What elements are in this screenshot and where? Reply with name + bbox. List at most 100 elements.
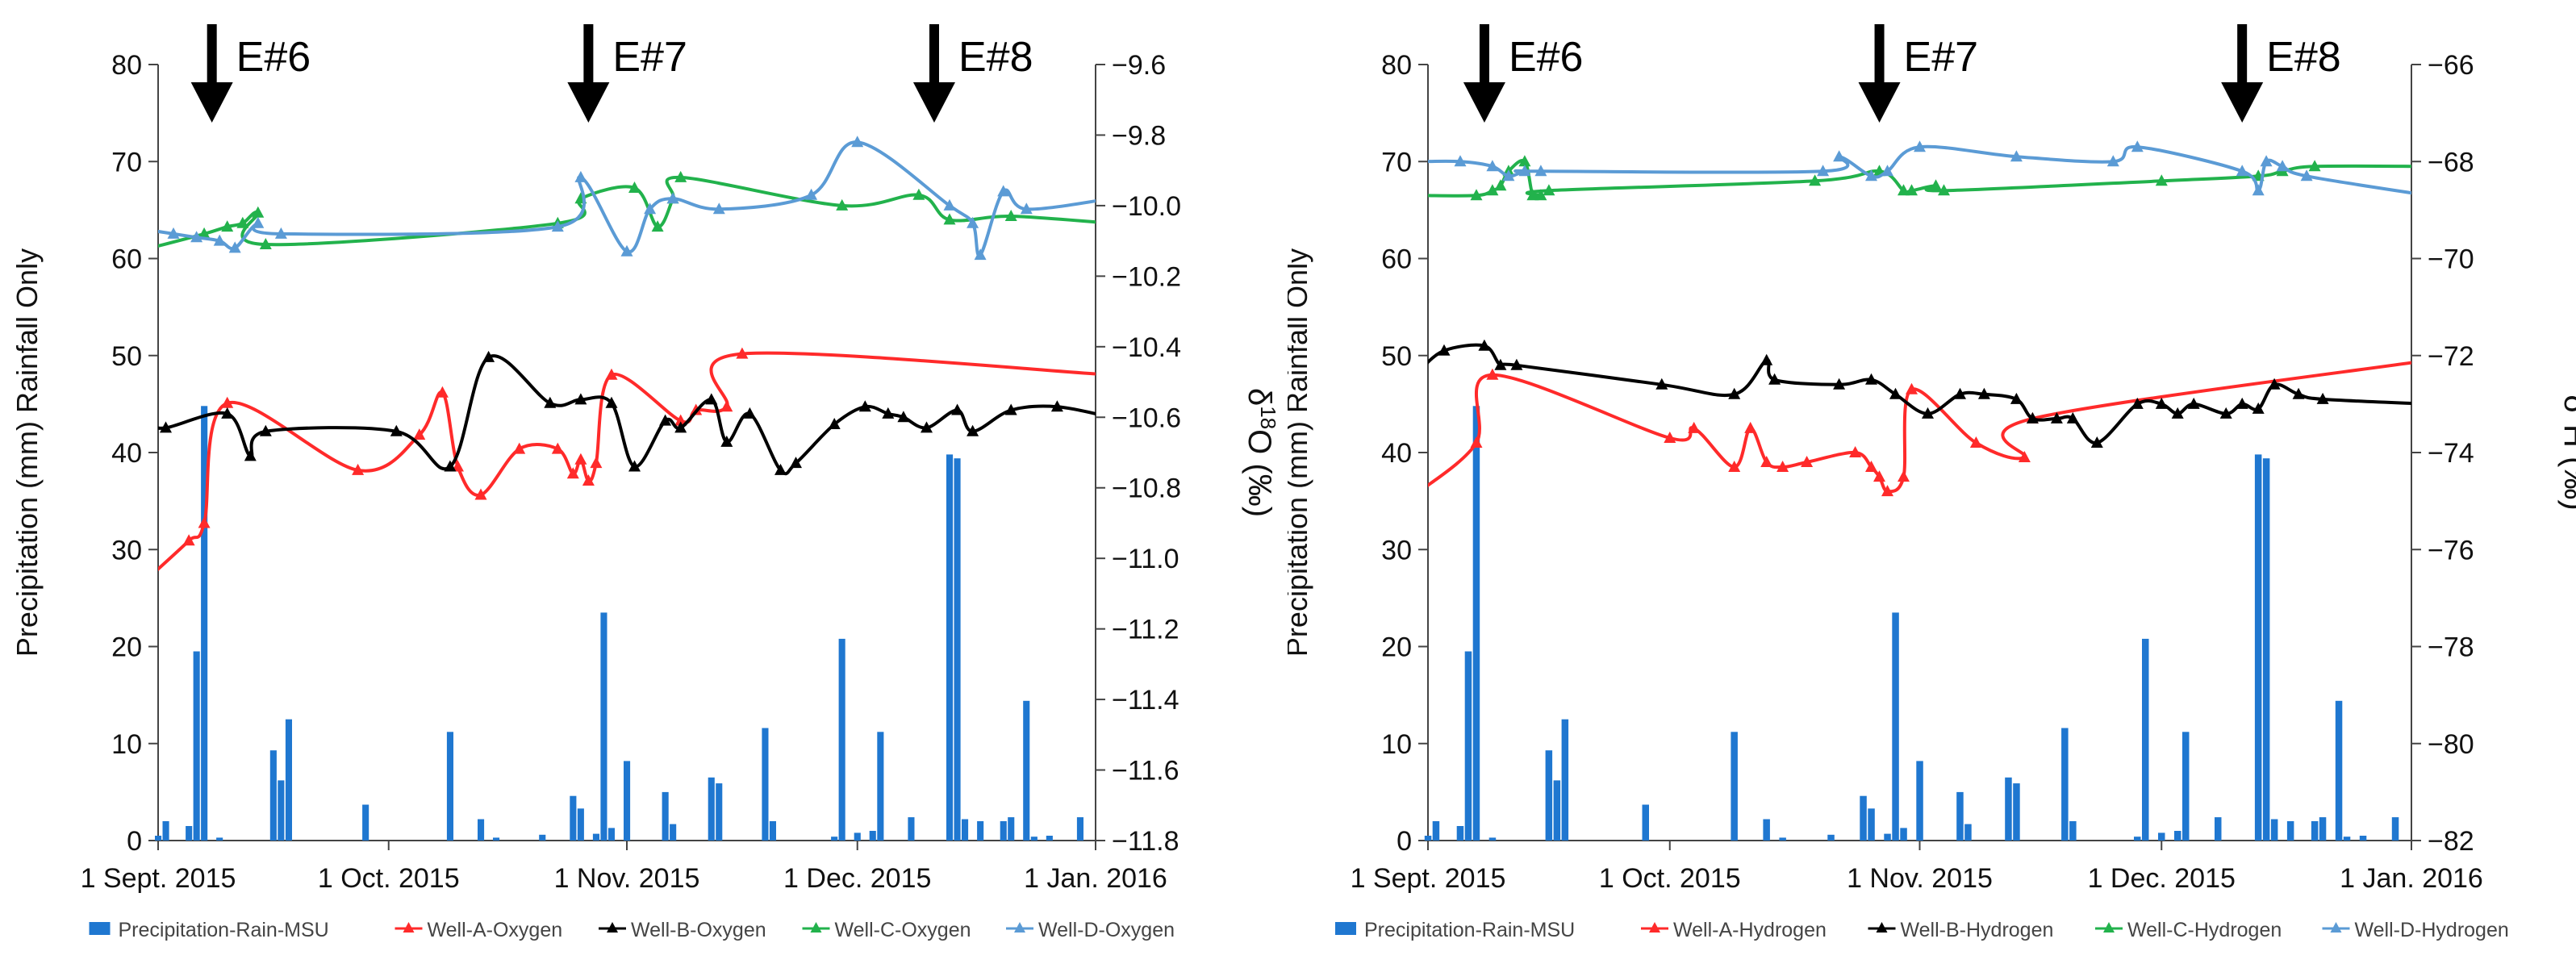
precipitation-bar — [269, 750, 277, 841]
right-tick-label: −66 — [2428, 50, 2474, 81]
series-marker — [2236, 397, 2248, 409]
right-tick-label: −9.8 — [1112, 120, 1166, 151]
legend-label: Well-A-Oxygen — [428, 919, 563, 941]
series-marker — [1801, 456, 1814, 467]
precipitation-bar — [954, 458, 961, 841]
precipitation-bars — [155, 406, 1083, 841]
legend-marker — [810, 922, 822, 933]
series-marker — [2131, 140, 2144, 152]
left-tick-label: 40 — [111, 438, 142, 469]
x-tick-label: 1 Jan. 2016 — [1024, 863, 1167, 894]
legend: Precipitation-Rain-MSU Well-A-Hydrogen Wel… — [1335, 919, 2509, 941]
series-marker — [2300, 169, 2313, 182]
oxygen-isotope-chart: 0 10 20 30 40 50 60 70 80 −11.8 −11.6 −11.4 −11.2 −11… — [10, 24, 1280, 941]
series-marker — [1510, 358, 1523, 370]
left-tick-label: 80 — [1381, 50, 1412, 81]
series-marker — [790, 457, 802, 469]
series-marker — [1873, 470, 1885, 482]
precipitation-bar — [1000, 821, 1007, 841]
series-marker — [974, 248, 987, 261]
event-label: E#8 — [958, 34, 1033, 81]
series-marker — [774, 463, 787, 475]
precipitation-bar — [1076, 817, 1083, 841]
legend-item: Well-D-Oxygen — [1006, 919, 1175, 941]
precipitation-bar — [592, 833, 599, 841]
series-marker — [1833, 150, 1846, 162]
series-marker — [182, 534, 195, 546]
series-marker — [2260, 155, 2273, 167]
precipitation-bar — [2182, 732, 2190, 841]
series-marker — [1486, 160, 1499, 172]
legend-marker — [1876, 922, 1888, 933]
series-marker — [705, 393, 718, 405]
right-tick-label: −11.6 — [1112, 756, 1179, 786]
legend-marker — [2330, 922, 2342, 933]
x-tick-label: 1 Oct. 2015 — [318, 863, 460, 894]
series-marker — [452, 460, 464, 472]
event-markers: E#6 E#7 E#8 — [190, 24, 1033, 123]
precipitation-bars — [1424, 406, 2399, 841]
series-marker — [1004, 403, 1017, 415]
series-marker — [2252, 184, 2265, 196]
right-axis-title: δ2H (‰) — [2557, 394, 2576, 510]
precipitation-bar — [769, 821, 776, 841]
series-marker — [1486, 184, 1499, 196]
series-marker — [674, 170, 687, 182]
series-line — [158, 354, 1096, 476]
series-well-b-hydrogen — [1428, 339, 2411, 448]
precipitation-bar — [2270, 819, 2278, 841]
legend-label: Precipitation-Rain-MSU — [1364, 919, 1575, 941]
precipitation-bar — [831, 837, 838, 841]
event-arrow-head — [2221, 82, 2264, 123]
right-tick-label: −10.8 — [1112, 474, 1181, 504]
series-marker — [2187, 397, 2200, 409]
series-marker — [1898, 184, 1910, 196]
series-marker — [1494, 358, 1507, 370]
precipitation-bar — [1900, 828, 1907, 841]
series-marker — [590, 457, 603, 469]
series-marker — [2155, 174, 2168, 186]
series-marker — [605, 396, 618, 408]
series-marker — [544, 396, 557, 408]
series-marker — [628, 460, 641, 472]
left-tick-label: 80 — [111, 50, 142, 81]
series-marker — [1454, 155, 1467, 167]
x-tick-label: 1 Dec. 2015 — [783, 863, 931, 894]
series-marker — [1865, 373, 1877, 385]
precipitation-bar — [2005, 777, 2012, 841]
precipitation-bar — [2215, 817, 2222, 841]
series-marker — [720, 400, 733, 412]
right-tick-label: −78 — [2428, 632, 2474, 663]
precipitation-bar — [1424, 836, 1432, 841]
series-marker — [1664, 432, 1676, 443]
precipitation-bar — [2343, 837, 2351, 841]
series-marker — [943, 213, 956, 225]
precipitation-bar — [216, 837, 223, 841]
series-marker — [720, 435, 733, 447]
series-marker — [2268, 378, 2281, 390]
series-marker — [1898, 470, 1910, 482]
series-marker — [912, 188, 925, 200]
precipitation-bar — [1456, 826, 1464, 841]
series-well-b-oxygen — [158, 350, 1096, 476]
left-axis-title: Precipitation (mm) Rainfall Only — [1288, 248, 1313, 657]
series-marker — [444, 460, 457, 472]
precipitation-bar — [600, 612, 607, 841]
series-marker — [2010, 392, 2023, 404]
series-marker — [997, 185, 1010, 197]
series-marker — [897, 411, 910, 423]
series-marker — [190, 231, 203, 243]
precipitation-bar — [908, 817, 915, 841]
legend-label: Precipitation-Rain-MSU — [119, 919, 329, 941]
series-marker — [644, 202, 657, 215]
event-label: E#7 — [612, 34, 687, 81]
legend-item: Well-A-Hydrogen — [1641, 919, 1827, 941]
event-label: E#7 — [1904, 34, 1979, 81]
series-marker — [390, 424, 403, 436]
series-marker — [1502, 169, 1515, 182]
series-marker — [967, 424, 979, 436]
axes: 0 10 20 30 40 50 60 70 80 −11.8 −11.6 −11.4 −11.2 −11… — [10, 50, 1280, 894]
series-marker — [1954, 387, 1966, 399]
precipitation-bar — [577, 808, 584, 841]
series-marker — [2171, 407, 2184, 419]
